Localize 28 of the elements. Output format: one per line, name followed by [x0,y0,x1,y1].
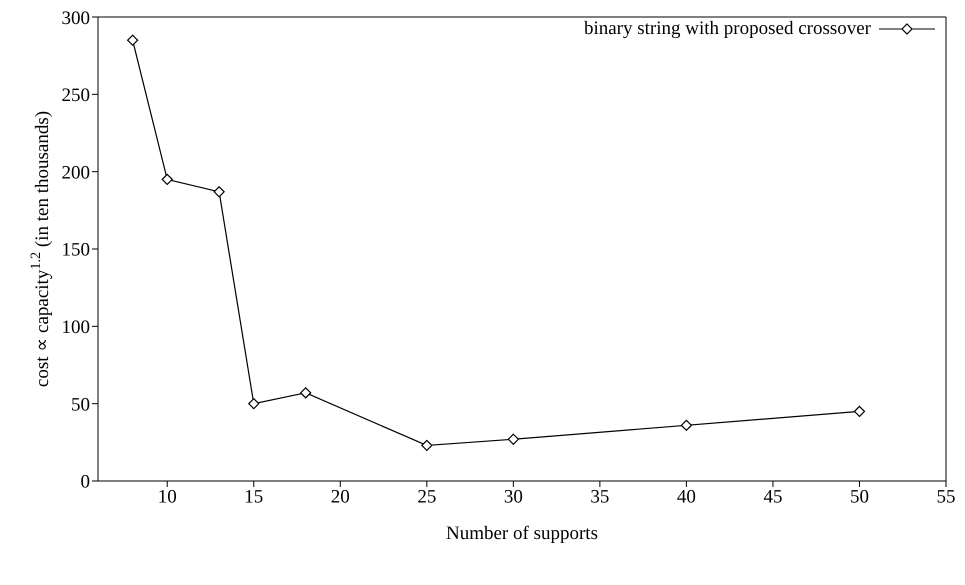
y-tick-label: 100 [62,317,90,338]
x-tick-label: 45 [763,486,782,508]
x-tick-label: 40 [676,486,696,508]
y-tick-label: 200 [62,162,90,184]
y-tick-label: 250 [62,85,90,106]
point [508,434,519,445]
x-tick-label: 30 [504,486,523,508]
point [421,440,432,452]
y-tick-label: 50 [71,394,90,416]
x-tick-label: 50 [850,486,869,508]
point [680,420,692,431]
point [127,34,138,46]
y-tick-label: 300 [62,8,90,29]
x-axis-title: Number of supports [446,523,598,544]
point [162,174,173,185]
y-tick-label: 150 [62,240,90,261]
point [248,398,260,410]
x-tick-label: 20 [330,486,350,508]
y-tick-label: 0 [80,472,90,493]
legend-label: binary string with proposed crossover [584,18,871,40]
x-tick-label: 35 [590,486,610,508]
x-tick-label: 15 [244,486,264,508]
x-tick-label: 10 [158,486,177,508]
point [300,387,312,398]
x-tick-label: 25 [417,486,436,508]
point [854,406,866,417]
x-tick-label: 55 [936,486,956,508]
point [214,186,225,198]
